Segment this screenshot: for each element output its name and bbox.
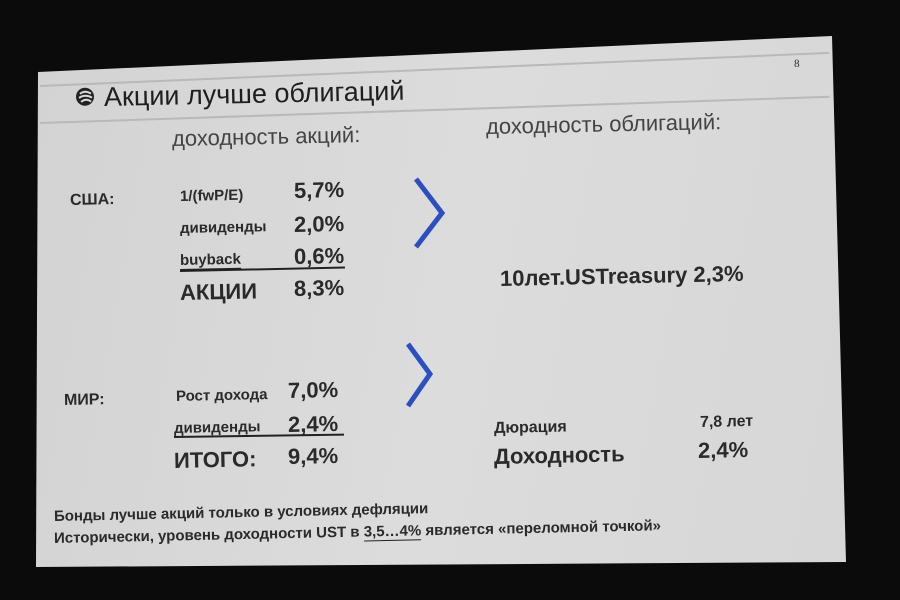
usa-row-label: дивиденды [179,218,267,237]
usa-bond-yield: 10лет.USTreasury 2,3% [499,260,744,291]
bonds-yield-header: доходность облигаций: [485,109,722,139]
world-total-value: 9,4% [287,442,339,469]
chevron-right-icon [414,177,446,249]
duration-label: Дюрация [493,418,567,437]
usa-row-value: 5,7% [293,176,345,203]
yield-label: Доходность [493,441,625,469]
usa-total-value: 8,3% [293,274,345,301]
duration-value: 7,8 лет [699,412,754,431]
company-logo-icon [75,87,94,106]
usa-label: США: [69,191,115,209]
chevron-right-icon [405,342,434,408]
usa-row-value: 2,0% [293,210,345,237]
slide-title: Акции лучше облигаций [103,75,405,112]
world-row-label: Рост дохода [175,386,268,405]
usa-total-label: АКЦИИ [179,278,258,305]
world-row-value: 7,0% [287,376,339,403]
world-total-label: ИТОГО: [173,446,257,473]
stocks-yield-header: доходность акций: [171,122,361,151]
page-number: 8 [793,57,800,70]
yield-value: 2,4% [697,436,749,463]
usa-row-label: 1/(fwP/E) [179,186,244,205]
footer-highlight: 3,5…4% [363,522,422,542]
world-label: МИР: [63,391,105,409]
